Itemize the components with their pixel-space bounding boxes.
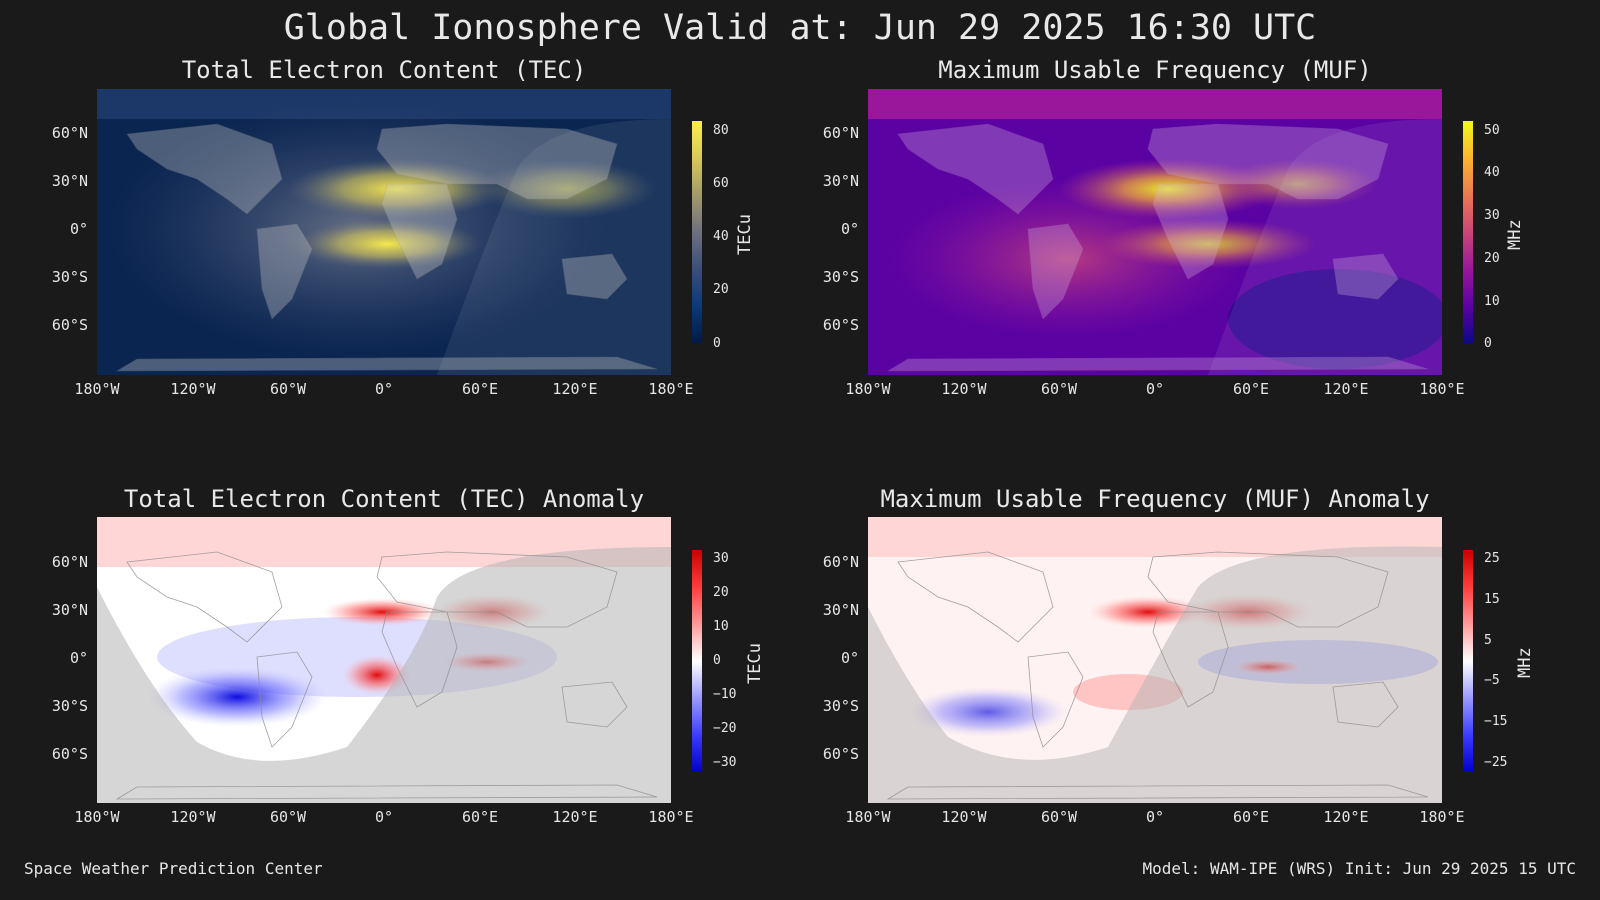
lon-label: 180°E xyxy=(648,808,694,826)
lat-label: 0° xyxy=(69,220,88,238)
colorbar-tick: 20 xyxy=(1484,251,1500,266)
lon-label: 60°W xyxy=(1040,808,1078,826)
lat-label: 30°S xyxy=(822,697,859,715)
map-muf-anomaly-canvas xyxy=(868,517,1442,803)
colorbar-muf-anomaly xyxy=(1463,550,1473,772)
lon-label: 120°E xyxy=(552,380,598,398)
colorbar-tick: 15 xyxy=(1484,592,1500,607)
lat-label: 60°N xyxy=(822,553,859,571)
lon-label: 180°W xyxy=(845,380,891,398)
lon-label: 120°E xyxy=(1323,380,1369,398)
lat-label: 30°N xyxy=(51,172,88,190)
lon-label: 180°W xyxy=(74,380,120,398)
colorbar-tick: 10 xyxy=(1484,294,1500,309)
colorbar-tick: 0 xyxy=(713,653,721,668)
lat-label: 0° xyxy=(840,649,859,667)
lon-label: 180°W xyxy=(74,808,120,826)
lon-label: 180°E xyxy=(648,380,694,398)
map-muf-anomaly xyxy=(868,517,1442,803)
colorbar-unit: TECu xyxy=(745,643,765,684)
colorbar-unit: MHz xyxy=(1515,647,1535,678)
lat-label: 0° xyxy=(840,220,859,238)
lon-label: 60°E xyxy=(1232,808,1270,826)
colorbar-unit: MHz xyxy=(1505,219,1525,250)
colorbar-tick: 5 xyxy=(1484,633,1492,648)
lon-label: 60°E xyxy=(461,380,499,398)
map-muf xyxy=(868,89,1442,375)
lat-label: 60°S xyxy=(51,316,88,334)
colorbar-tick: 30 xyxy=(1484,208,1500,223)
lon-label: 60°W xyxy=(269,380,307,398)
map-muf-canvas xyxy=(868,89,1442,375)
colorbar-tec xyxy=(692,121,702,343)
panel-title-tec: Total Electron Content (TEC) xyxy=(181,56,587,84)
colorbar-tick: 10 xyxy=(713,619,729,634)
lon-label: 0° xyxy=(1145,380,1165,398)
colorbar-tick: −20 xyxy=(713,721,737,736)
colorbar-tick: 25 xyxy=(1484,551,1500,566)
colorbar-tick: 0 xyxy=(1484,336,1492,351)
lat-label: 30°S xyxy=(822,268,859,286)
colorbar-tick: −15 xyxy=(1484,714,1508,729)
lon-label: 180°W xyxy=(845,808,891,826)
colorbar-tick: 40 xyxy=(1484,165,1500,180)
colorbar-tick: 60 xyxy=(713,176,729,191)
colorbar-tick: 20 xyxy=(713,282,729,297)
lat-label: 0° xyxy=(69,649,88,667)
colorbar-tick: −30 xyxy=(713,755,737,770)
footer-model-info: Model: WAM-IPE (WRS) Init: Jun 29 2025 1… xyxy=(1142,859,1576,878)
colorbar-tick: −5 xyxy=(1484,673,1500,688)
colorbar-tick: 0 xyxy=(713,336,721,351)
lon-label: 0° xyxy=(1145,808,1165,826)
lat-label: 60°N xyxy=(51,124,88,142)
lon-label: 60°W xyxy=(269,808,307,826)
lon-label: 180°E xyxy=(1419,808,1465,826)
lon-label: 120°W xyxy=(941,808,987,826)
panel-title-muf-anomaly: Maximum Usable Frequency (MUF) Anomaly xyxy=(880,485,1430,513)
lat-label: 30°N xyxy=(822,172,859,190)
colorbar-unit: TECu xyxy=(735,214,755,255)
lon-label: 120°E xyxy=(552,808,598,826)
footer-source: Space Weather Prediction Center xyxy=(24,859,323,878)
map-tec-canvas xyxy=(97,89,671,375)
lon-label: 120°W xyxy=(170,380,216,398)
map-tec-anomaly-canvas xyxy=(97,517,671,803)
panel-title-muf: Maximum Usable Frequency (MUF) xyxy=(938,56,1372,84)
map-tec xyxy=(97,89,671,375)
lat-label: 60°S xyxy=(51,745,88,763)
colorbar-tick: −10 xyxy=(713,687,737,702)
colorbar-tec-anomaly xyxy=(692,550,702,772)
map-tec-anomaly xyxy=(97,517,671,803)
lon-label: 60°E xyxy=(461,808,499,826)
lat-label: 60°S xyxy=(822,316,859,334)
panel-title-tec-anomaly: Total Electron Content (TEC) Anomaly xyxy=(123,485,645,513)
lat-label: 30°N xyxy=(822,601,859,619)
lon-label: 60°W xyxy=(1040,380,1078,398)
colorbar-tick: 50 xyxy=(1484,123,1500,138)
colorbar-tick: 40 xyxy=(713,229,729,244)
colorbar-tick: 30 xyxy=(713,551,729,566)
lon-label: 120°W xyxy=(170,808,216,826)
lat-label: 30°S xyxy=(51,268,88,286)
colorbar-tick: −25 xyxy=(1484,755,1508,770)
lat-label: 30°S xyxy=(51,697,88,715)
lat-label: 60°S xyxy=(822,745,859,763)
lon-label: 0° xyxy=(374,808,394,826)
lat-label: 60°N xyxy=(822,124,859,142)
lat-label: 60°N xyxy=(51,553,88,571)
lon-label: 60°E xyxy=(1232,380,1270,398)
colorbar-tick: 20 xyxy=(713,585,729,600)
lon-label: 120°W xyxy=(941,380,987,398)
lon-label: 180°E xyxy=(1419,380,1465,398)
lon-label: 0° xyxy=(374,380,394,398)
page-title: Global Ionosphere Valid at: Jun 29 2025 … xyxy=(283,8,1317,48)
colorbar-tick: 80 xyxy=(713,123,729,138)
lon-label: 120°E xyxy=(1323,808,1369,826)
colorbar-muf xyxy=(1463,121,1473,343)
lat-label: 30°N xyxy=(51,601,88,619)
